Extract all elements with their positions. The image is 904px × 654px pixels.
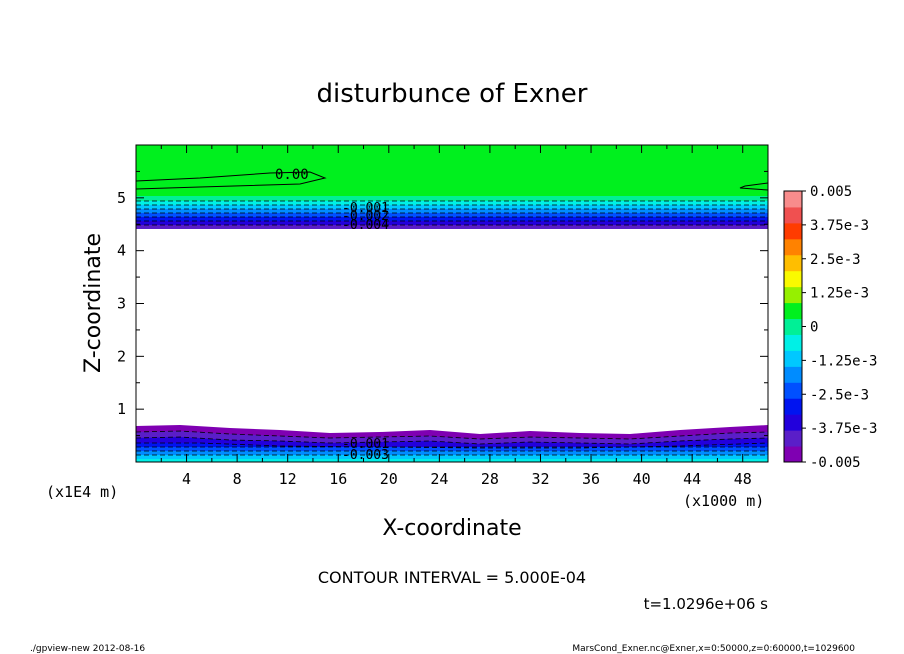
x-tick-label: 8 — [233, 470, 242, 488]
footer-left: ./gpview-new 2012-08-16 — [30, 644, 145, 654]
colorbar-swatch — [784, 191, 802, 208]
y-tick-label: 2 — [117, 347, 126, 365]
x-tick-label: 44 — [683, 470, 701, 488]
upper-dashed-contours — [136, 200, 768, 226]
x-tick-label: 12 — [279, 470, 297, 488]
colorbar-tick-label: 0.005 — [810, 184, 852, 200]
x-tick-label: 32 — [531, 470, 549, 488]
colorbar-swatch — [784, 414, 802, 431]
upper-field-green — [136, 145, 768, 197]
contour-label: -0.002 — [342, 209, 389, 224]
chart-title: disturbunce of Exner — [317, 79, 588, 109]
colorbar-swatch — [784, 430, 802, 447]
colorbar-swatch — [784, 286, 802, 304]
colorbar-swatch — [784, 222, 802, 240]
zero-contour-line — [135, 171, 327, 190]
colorbar-swatch — [784, 270, 802, 288]
contour-label: -0.004 — [342, 218, 389, 233]
y-axis-ticks: 1 2 3 4 5 — [117, 170, 768, 437]
colorbar-tick-label: 1.25e-3 — [810, 286, 869, 302]
plot-area: 0.00 -0.001 -0.002 -0.004 -0.001 -0.003 — [135, 144, 769, 463]
x-tick-label: 24 — [430, 470, 448, 488]
x-axis-ticks: 4 8 12 16 20 24 28 32 36 40 44 48 — [160, 145, 752, 488]
colorbar-swatch — [784, 398, 802, 415]
contour-label: 0.00 — [275, 167, 309, 183]
x-axis-unit: (x1000 m) — [683, 492, 764, 510]
contour-label: -0.001 — [342, 201, 389, 216]
colorbar-tick-label: -1.25e-3 — [810, 353, 877, 369]
y-tick-label: 3 — [117, 295, 126, 313]
colorbar-tick-label: 2.5e-3 — [810, 252, 861, 268]
contour-interval-text: CONTOUR INTERVAL = 5.000E-04 — [318, 568, 586, 587]
lower-dashed-contours — [135, 430, 769, 456]
y-tick-label: 1 — [117, 400, 126, 418]
colorbar-swatch — [784, 318, 802, 335]
colorbar-swatch — [784, 382, 802, 399]
colorbar-swatch — [784, 238, 802, 256]
x-tick-label: 36 — [582, 470, 600, 488]
colorbar-swatch — [784, 334, 802, 351]
colorbar-tick-label: -3.75e-3 — [810, 421, 877, 437]
colorbar-swatch — [784, 366, 802, 383]
colorbar — [783, 190, 803, 463]
lower-negative-layer — [136, 425, 768, 462]
time-text: t=1.0296e+06 s — [644, 595, 769, 613]
contour-label: -0.003 — [342, 448, 389, 463]
colorbar-tick-label: 0 — [810, 320, 818, 336]
colorbar-swatch — [784, 302, 802, 320]
x-tick-label: 40 — [633, 470, 651, 488]
x-tick-label: 20 — [380, 470, 398, 488]
x-tick-label: 48 — [734, 470, 752, 488]
x-tick-label: 16 — [329, 470, 347, 488]
y-tick-label: 4 — [117, 242, 126, 260]
colorbar-tick-label: -0.005 — [810, 455, 861, 471]
colorbar-swatch — [784, 446, 802, 463]
x-axis-label: X-coordinate — [382, 516, 521, 541]
x-tick-label: 28 — [481, 470, 499, 488]
colorbar-tick-label: -2.5e-3 — [810, 387, 869, 403]
colorbar-labels: 0.005 3.75e-3 2.5e-3 1.25e-3 0 -1.25e-3 -2.5e-… — [802, 184, 877, 471]
y-tick-label: 5 — [117, 189, 126, 207]
footer-right: MarsCond_Exner.nc@Exner,x=0:50000,z=0:60… — [572, 644, 855, 654]
zero-contour-line-right — [739, 182, 769, 191]
contour-labels: 0.00 -0.001 -0.002 -0.004 -0.001 -0.003 — [275, 167, 389, 463]
y-axis-label: Z-coordinate — [81, 233, 106, 373]
contour-label: -0.001 — [342, 437, 389, 452]
upper-negative-layer — [136, 196, 768, 229]
x-tick-label: 4 — [182, 470, 191, 488]
colorbar-swatch — [784, 350, 802, 367]
colorbar-swatch — [784, 206, 802, 224]
y-axis-unit: (x1E4 m) — [46, 483, 118, 501]
colorbar-swatch — [784, 254, 802, 272]
colorbar-tick-label: 3.75e-3 — [810, 218, 869, 234]
